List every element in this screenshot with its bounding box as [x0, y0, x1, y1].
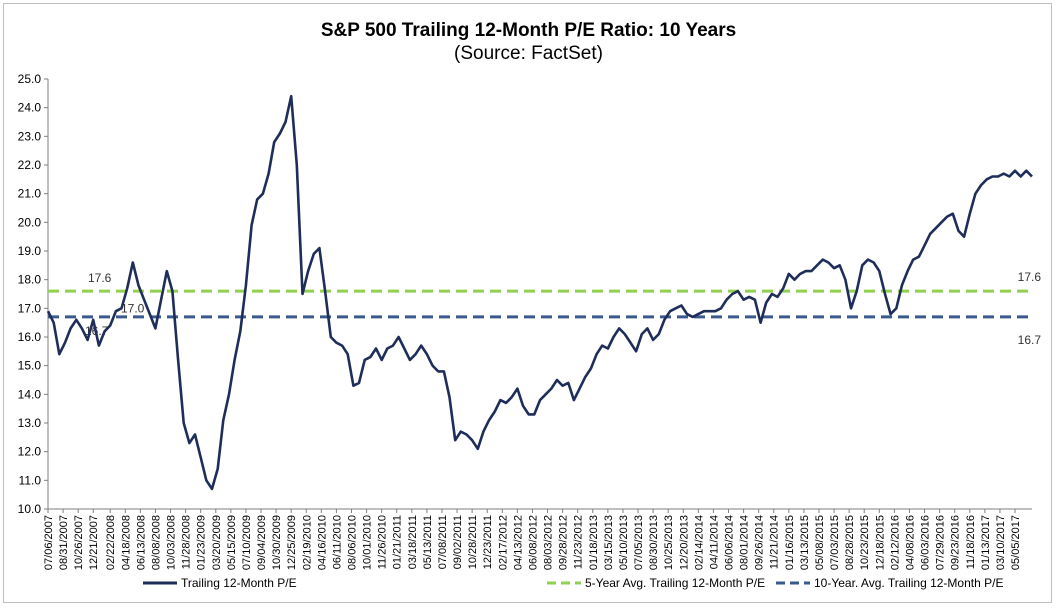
y-tick-label: 24.0: [18, 101, 42, 115]
x-tick-label: 05/13/2011: [422, 515, 434, 569]
x-tick-label: 07/03/2015: [829, 515, 841, 570]
x-tick-label: 08/08/2008: [150, 515, 162, 570]
x-tick-label: 11/21/2014: [769, 515, 781, 569]
reference-value-label: 17.6: [88, 271, 112, 285]
x-tick-label: 08/01/2014: [739, 515, 751, 570]
x-tick-label: 12/23/2011: [482, 515, 494, 569]
chart-subtitle: (Source: FactSet): [454, 43, 603, 64]
x-tick-label: 01/21/2011: [392, 515, 404, 569]
x-tick-label: 07/08/2011: [437, 515, 449, 569]
x-tick-label: 06/13/2008: [135, 515, 147, 570]
x-tick-label: 12/25/2009: [286, 515, 298, 570]
axes: [47, 79, 1032, 510]
x-tick-label: 01/23/2009: [196, 515, 208, 570]
x-tick-label: 09/28/2012: [558, 515, 570, 570]
y-tick-label: 21.0: [18, 187, 42, 201]
x-tick-label: 10/01/2010: [362, 515, 374, 570]
x-tick-label: 10/28/2011: [467, 515, 479, 569]
x-tick-label: 11/23/2012: [573, 515, 585, 569]
x-tick-label: 04/16/2010: [316, 515, 328, 570]
series-line-trailing-pe: [46, 94, 1033, 491]
x-tick-label: 12/20/2013: [678, 515, 690, 570]
legend-label: Trailing 12-Month P/E: [181, 576, 297, 590]
y-tick-label: 19.0: [18, 244, 42, 258]
x-tick-label: 07/10/2009: [241, 515, 253, 570]
reference-value-label: 17.6: [1018, 270, 1042, 284]
x-tick-label: 08/28/2015: [844, 515, 856, 570]
y-tick-label: 18.0: [18, 273, 42, 287]
x-tick-label: 04/18/2008: [120, 515, 132, 570]
x-tick-label: 09/23/2016: [950, 515, 962, 570]
legend-label: 10-Year. Avg. Trailing 12-Month P/E: [814, 576, 1003, 590]
y-tick-label: 16.0: [18, 330, 42, 344]
x-tick-label: 10/26/2007: [73, 515, 85, 570]
x-tick-label: 05/15/2009: [226, 515, 238, 570]
legend-label: 5-Year Avg. Trailing 12-Month P/E: [585, 576, 765, 590]
x-tick-label: 05/05/2017: [1010, 515, 1022, 570]
reference-value-label: 16.7: [1018, 333, 1042, 347]
x-tick-label: 12/21/2007: [88, 515, 100, 570]
y-tick-label: 17.0: [18, 301, 42, 315]
x-tick-label: 05/08/2015: [814, 515, 826, 570]
x-tick-label: 07/06/2007: [43, 515, 55, 570]
x-tick-label: 08/31/2007: [58, 515, 70, 570]
x-tick-label: 01/13/2017: [980, 515, 992, 570]
chart-title: S&P 500 Trailing 12-Month P/E Ratio: 10 …: [320, 20, 737, 41]
x-tick-label: 11/28/2008: [181, 515, 193, 569]
x-tick-label: 03/18/2011: [407, 515, 419, 569]
y-axis-ticks: 10.0 11.0 12.0 13.0 14.0 15.0 16.0 17.0 18.0 19.0…: [18, 72, 48, 516]
x-tick-label: 02/12/2016: [889, 515, 901, 570]
reference-lines: 17.616.717.617.016.7: [48, 270, 1041, 347]
reference-value-label: 17.0: [121, 301, 145, 315]
x-tick-label: 03/13/2015: [799, 515, 811, 570]
x-tick-label: 03/20/2009: [211, 515, 223, 570]
x-tick-label: 04/11/2014: [708, 515, 720, 569]
x-tick-label: 01/16/2015: [784, 515, 796, 570]
x-tick-label: 08/06/2010: [346, 515, 358, 570]
x-tick-label: 02/22/2008: [105, 515, 117, 570]
y-tick-label: 22.0: [18, 158, 42, 172]
x-tick-label: 05/10/2013: [618, 515, 630, 570]
x-tick-label: 10/23/2015: [859, 515, 871, 570]
x-axis-ticks: 07/06/2007 08/31/2007 10/26/2007 12/21/2007…: [43, 509, 1022, 570]
x-tick-label: 06/08/2012: [527, 515, 539, 570]
x-tick-label: 02/19/2010: [301, 515, 313, 570]
x-tick-label: 02/17/2012: [497, 515, 509, 570]
x-tick-label: 06/11/2010: [331, 515, 343, 569]
x-tick-label: 09/04/2009: [256, 515, 268, 570]
y-tick-label: 23.0: [18, 129, 42, 143]
plot-area: [46, 94, 1033, 491]
x-tick-label: 04/13/2012: [512, 515, 524, 570]
x-tick-label: 11/18/2016: [965, 515, 977, 569]
x-tick-label: 04/08/2016: [904, 515, 916, 570]
y-tick-label: 11.0: [19, 473, 42, 487]
x-tick-label: 08/30/2013: [648, 515, 660, 570]
x-tick-label: 07/05/2013: [633, 515, 645, 570]
x-tick-label: 03/10/2017: [995, 515, 1007, 570]
y-tick-label: 10.0: [18, 502, 42, 516]
legend: Trailing 12-Month P/E 5-Year Avg. Trailin…: [143, 576, 1003, 590]
x-tick-label: 07/29/2016: [935, 515, 947, 570]
y-tick-label: 20.0: [18, 215, 42, 229]
y-tick-label: 14.0: [18, 387, 42, 401]
x-tick-label: 10/25/2013: [663, 515, 675, 570]
x-tick-label: 11/26/2010: [377, 515, 389, 569]
x-tick-label: 01/18/2013: [588, 515, 600, 570]
y-tick-label: 15.0: [18, 359, 42, 373]
x-tick-label: 09/26/2014: [754, 515, 766, 570]
x-tick-label: 03/15/2013: [603, 515, 615, 570]
x-tick-label: 09/02/2011: [452, 515, 464, 569]
x-tick-label: 12/18/2015: [874, 515, 886, 570]
y-tick-label: 12.0: [18, 445, 42, 459]
x-tick-label: 06/06/2014: [724, 515, 736, 570]
x-tick-label: 10/03/2008: [166, 515, 178, 570]
y-tick-label: 13.0: [18, 416, 42, 430]
y-tick-label: 25.0: [18, 72, 42, 86]
x-tick-label: 08/03/2012: [543, 515, 555, 570]
x-tick-label: 02/14/2014: [693, 515, 705, 570]
x-tick-label: 10/30/2009: [271, 515, 283, 570]
x-tick-label: 06/03/2016: [920, 515, 932, 570]
chart-frame: [3, 3, 1052, 603]
